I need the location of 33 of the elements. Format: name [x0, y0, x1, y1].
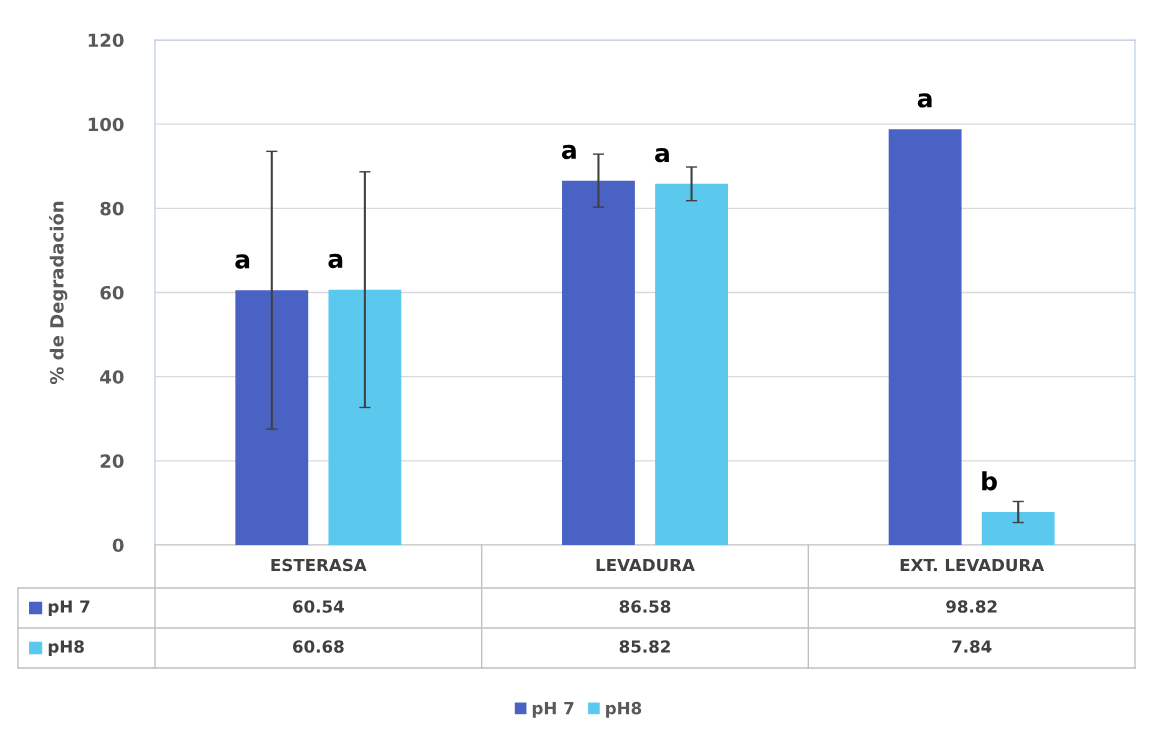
annotation: a — [655, 147, 669, 163]
legend-label: pH8 — [606, 701, 642, 718]
y-tick-label: 0 — [112, 538, 124, 553]
annotation: a — [235, 254, 250, 269]
text: pH 7 — [532, 702, 574, 718]
annotation: a — [917, 93, 932, 108]
y-tick-label: 40 — [100, 370, 124, 384]
data-label: 85.82 — [619, 640, 670, 653]
x-tick-label: ESTERASA — [271, 558, 367, 572]
y-axis-title: % de Degradación — [48, 201, 68, 385]
annotation: b — [982, 471, 997, 491]
data-label: 7.84 — [952, 640, 992, 653]
bar — [888, 129, 962, 545]
legend-label: pH 7 — [48, 600, 90, 617]
annotation: a — [328, 253, 343, 269]
bar — [328, 289, 402, 545]
x-tick-label: LEVADURA — [596, 558, 695, 572]
y-tick-label: 20 — [100, 454, 124, 468]
text: pH8 — [48, 640, 84, 657]
bar — [562, 180, 635, 545]
bar — [235, 290, 309, 545]
y-tick-label: 60 — [100, 285, 124, 300]
y-tick-label: 100 — [88, 117, 124, 132]
data-label: 98.82 — [946, 600, 997, 613]
bar — [655, 183, 728, 545]
annotation: a — [561, 144, 576, 160]
data-label: 86.58 — [619, 600, 671, 613]
data-label: 60.54 — [293, 600, 344, 613]
bar — [981, 512, 1055, 545]
y-tick-label: 80 — [100, 201, 124, 216]
y-tick-label: 120 — [88, 33, 124, 48]
x-tick-label: EXT. LEVADURA — [900, 558, 1045, 572]
data-label: 60.68 — [293, 640, 344, 653]
